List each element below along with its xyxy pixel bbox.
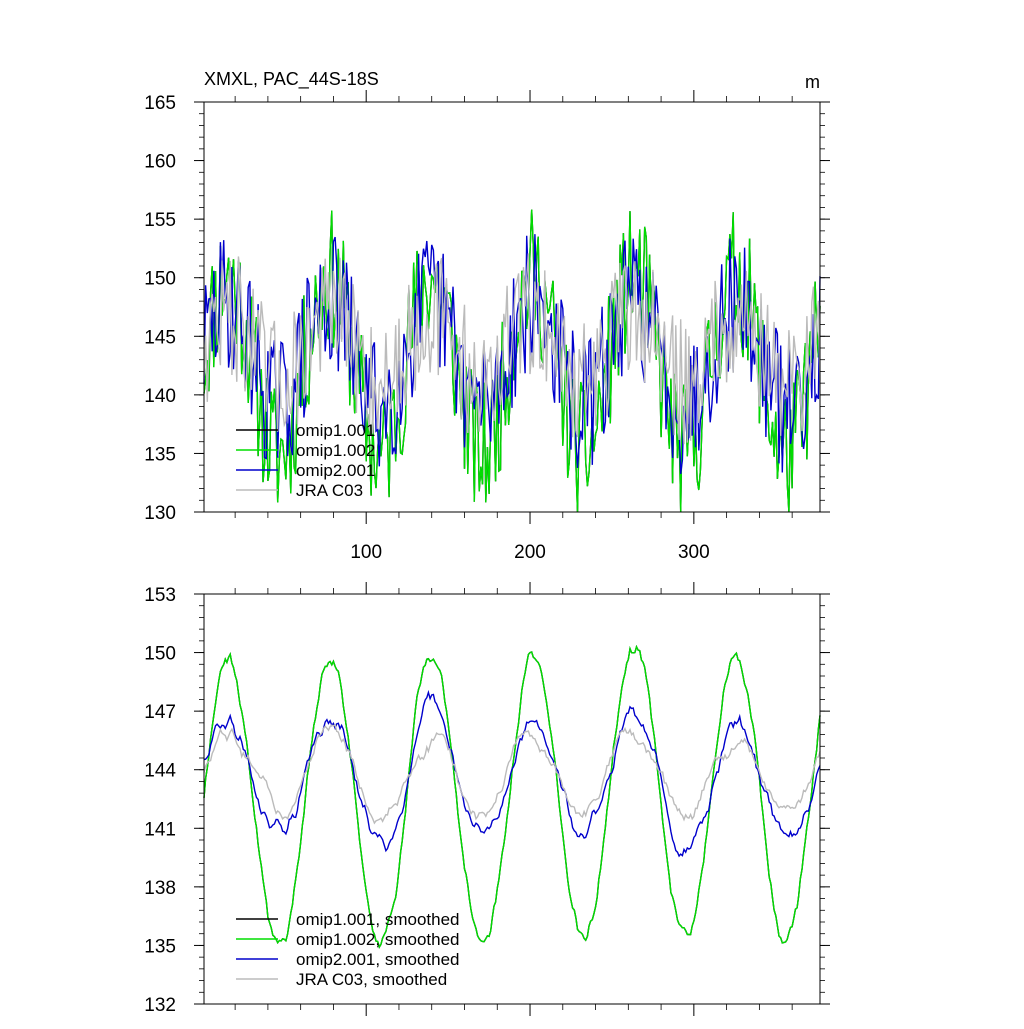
y-tick-label: 165 <box>144 93 176 114</box>
bottom-plot-frame <box>203 593 821 1005</box>
y-tick-label: 141 <box>144 819 176 840</box>
legend-entry: omip1.001 <box>296 421 375 440</box>
y-tick-label: 140 <box>144 386 176 407</box>
x-tick-label: 100 <box>350 542 382 563</box>
legend-entry: JRA C03, smoothed <box>296 970 447 989</box>
x-tick-label: 300 <box>678 542 710 563</box>
legend-entry: JRA C03 <box>296 481 363 500</box>
top-axis-ticks: 130 135 140 145 150 155 160 165 100 200 300 <box>144 90 830 563</box>
y-tick-label: 155 <box>144 210 176 231</box>
series-line-jra-c03 <box>203 253 821 445</box>
y-tick-label: 145 <box>144 327 176 348</box>
y-tick-label: 150 <box>144 644 176 665</box>
bottom-series-group <box>203 644 821 949</box>
y-tick-label: 132 <box>144 995 176 1016</box>
series-line-jra-c03-smoothed <box>203 723 821 825</box>
top-chart-title: XMXL, PAC_44S-18S <box>204 69 379 90</box>
legend-entry: omip1.001, smoothed <box>296 910 460 929</box>
top-chart-units: m <box>805 72 820 92</box>
y-tick-label: 138 <box>144 878 176 899</box>
legend-entry: omip2.001, smoothed <box>296 950 460 969</box>
x-tick-label: 200 <box>514 542 546 563</box>
y-tick-label: 135 <box>144 444 176 465</box>
y-tick-label: 150 <box>144 269 176 290</box>
legend-entry: omip2.001 <box>296 461 375 480</box>
y-tick-label: 144 <box>144 761 176 782</box>
legend-entry: omip1.002 <box>296 441 375 460</box>
y-tick-label: 130 <box>144 503 176 524</box>
bottom-axis-ticks: 132 135 138 141 144 147 150 153 <box>144 582 830 1016</box>
top-plot-frame <box>203 101 821 513</box>
top-panel: XMXL, PAC_44S-18S m 130 135 140 145 150 155 16… <box>144 69 830 563</box>
series-line-omip2-001-smoothed <box>203 689 821 858</box>
top-series-group <box>203 209 821 513</box>
y-tick-label: 153 <box>144 585 176 606</box>
y-tick-label: 160 <box>144 152 176 173</box>
y-tick-label: 147 <box>144 702 176 723</box>
y-tick-label: 135 <box>144 936 176 957</box>
legend-entry: omip1.002, smoothed <box>296 930 460 949</box>
bottom-panel: 132 135 138 141 144 147 150 153 omip1.001, smoo… <box>144 582 830 1016</box>
